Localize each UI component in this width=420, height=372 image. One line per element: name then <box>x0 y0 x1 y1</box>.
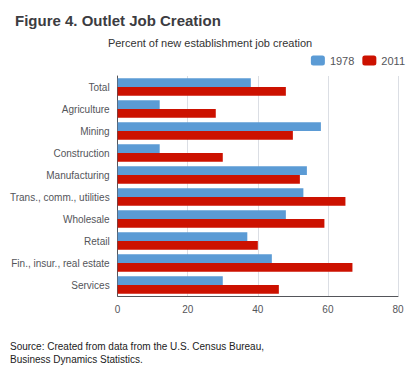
svg-text:Fin., insur., real estate: Fin., insur., real estate <box>11 258 110 269</box>
svg-text:Total: Total <box>89 82 110 93</box>
svg-text:Construction: Construction <box>54 148 110 159</box>
svg-text:20: 20 <box>182 304 194 315</box>
svg-text:60: 60 <box>322 304 334 315</box>
svg-text:Wholesale: Wholesale <box>63 214 110 225</box>
svg-text:Source: Created from data from: Source: Created from data from the U.S. … <box>10 341 264 352</box>
svg-text:40: 40 <box>252 304 264 315</box>
svg-text:0: 0 <box>115 304 121 315</box>
svg-text:Figure 4. Outlet Job Creation: Figure 4. Outlet Job Creation <box>15 12 221 29</box>
svg-text:80: 80 <box>392 304 404 315</box>
svg-text:Retail: Retail <box>84 236 110 247</box>
svg-text:2011: 2011 <box>381 55 405 67</box>
svg-text:Manufacturing: Manufacturing <box>46 170 109 181</box>
svg-text:Business Dynamics Statistics.: Business Dynamics Statistics. <box>10 354 143 365</box>
svg-text:1978: 1978 <box>330 55 354 67</box>
svg-text:Percent of new establishment j: Percent of new establishment job creatio… <box>108 37 312 49</box>
svg-text:Services: Services <box>71 280 109 291</box>
svg-text:Mining: Mining <box>80 126 109 137</box>
svg-text:Trans., comm., utilities: Trans., comm., utilities <box>10 192 110 203</box>
svg-text:Agriculture: Agriculture <box>62 104 110 115</box>
